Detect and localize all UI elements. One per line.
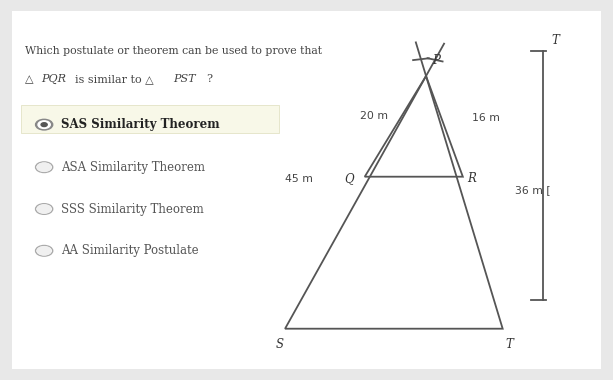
- Circle shape: [37, 247, 51, 255]
- Text: S: S: [276, 338, 284, 351]
- Text: PQR: PQR: [41, 74, 66, 84]
- Text: Q: Q: [345, 172, 354, 185]
- Text: SAS Similarity Theorem: SAS Similarity Theorem: [61, 118, 220, 131]
- Text: ASA Similarity Theorem: ASA Similarity Theorem: [61, 161, 205, 174]
- Text: SSS Similarity Theorem: SSS Similarity Theorem: [61, 203, 204, 215]
- Text: 20 m: 20 m: [360, 111, 388, 121]
- Text: AA Similarity Postulate: AA Similarity Postulate: [61, 244, 199, 257]
- Text: PST: PST: [173, 74, 196, 84]
- Text: ?: ?: [206, 74, 212, 84]
- Text: P: P: [432, 54, 440, 66]
- Text: 16 m: 16 m: [472, 113, 500, 123]
- Circle shape: [36, 119, 53, 130]
- Text: T: T: [552, 35, 560, 48]
- Text: △: △: [25, 74, 37, 84]
- Text: R: R: [467, 172, 476, 185]
- Circle shape: [37, 205, 51, 213]
- Text: 36 m [: 36 m [: [515, 185, 550, 195]
- Bar: [21, 105, 279, 133]
- Circle shape: [41, 123, 47, 127]
- Text: T: T: [506, 338, 514, 351]
- Text: is similar to △: is similar to △: [75, 74, 158, 84]
- Circle shape: [37, 163, 51, 171]
- Text: 45 m: 45 m: [285, 174, 313, 184]
- Circle shape: [38, 121, 50, 128]
- Text: Which postulate or theorem can be used to prove that: Which postulate or theorem can be used t…: [25, 46, 322, 55]
